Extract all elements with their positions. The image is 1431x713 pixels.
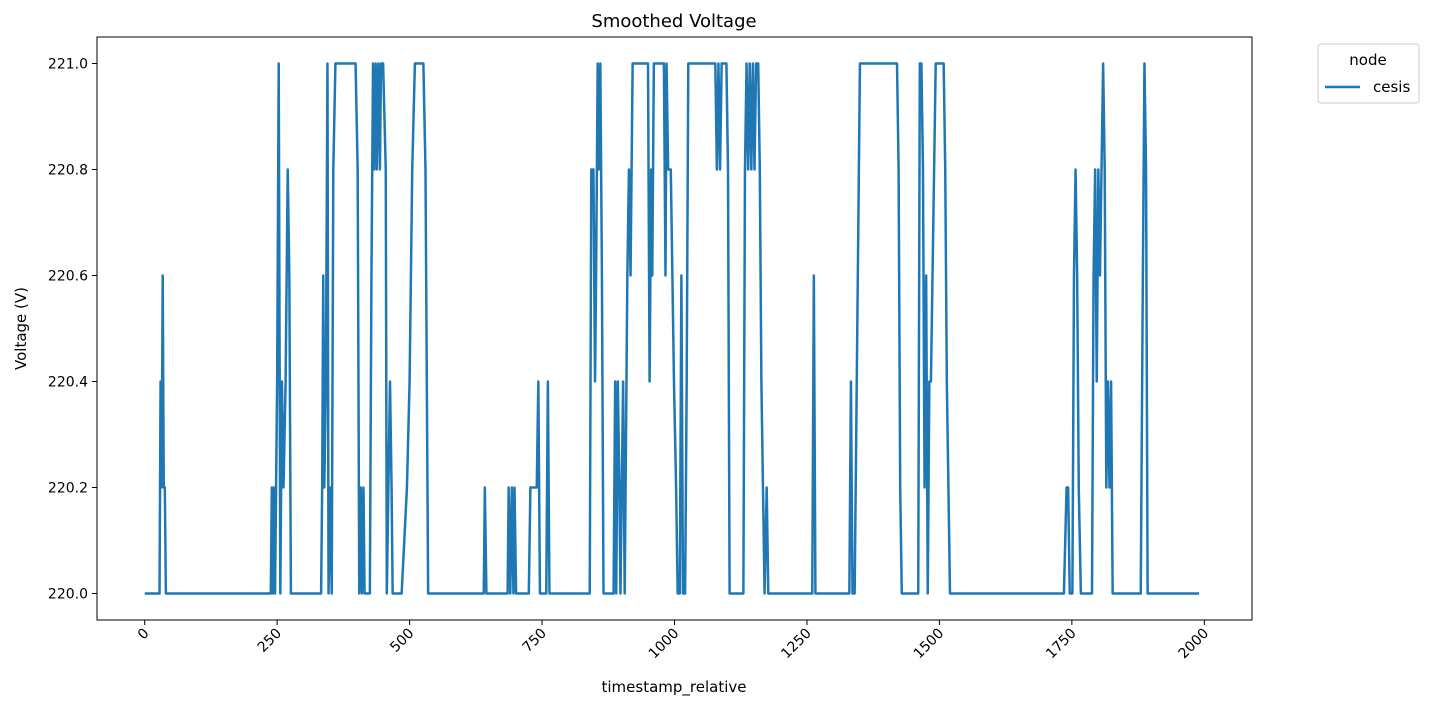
y-tick-label: 220.8: [48, 163, 88, 179]
x-tick-label: 1250: [778, 626, 815, 663]
legend-label: cesis: [1373, 78, 1410, 96]
legend-title: node: [1349, 51, 1386, 69]
series-layer: [144, 62, 1200, 595]
x-tick-label: 750: [520, 626, 550, 656]
x-tick-label: 0: [135, 626, 153, 644]
legend: node cesis: [1317, 43, 1420, 104]
series-line-cesis: [144, 62, 1200, 595]
y-tick-label: 220.4: [48, 375, 88, 391]
y-tick-label: 220.0: [48, 587, 88, 603]
chart-title: Smoothed Voltage: [591, 11, 756, 32]
y-tick-label: 220.2: [48, 481, 88, 497]
x-tick-label: 1750: [1043, 626, 1080, 663]
y-axis-title: Voltage (V): [12, 287, 30, 370]
y-tick-label: 220.6: [48, 269, 88, 285]
x-axis-title: timestamp_relative: [602, 678, 747, 697]
y-tick-label: 221.0: [48, 57, 88, 73]
x-tick-label: 1500: [911, 626, 948, 663]
x-tick-label: 500: [387, 626, 417, 656]
x-tick-label: 1000: [646, 626, 683, 663]
plot-frame: [96, 36, 1253, 621]
x-tick-label: 2000: [1176, 626, 1213, 663]
x-tick-label: 250: [255, 626, 285, 656]
